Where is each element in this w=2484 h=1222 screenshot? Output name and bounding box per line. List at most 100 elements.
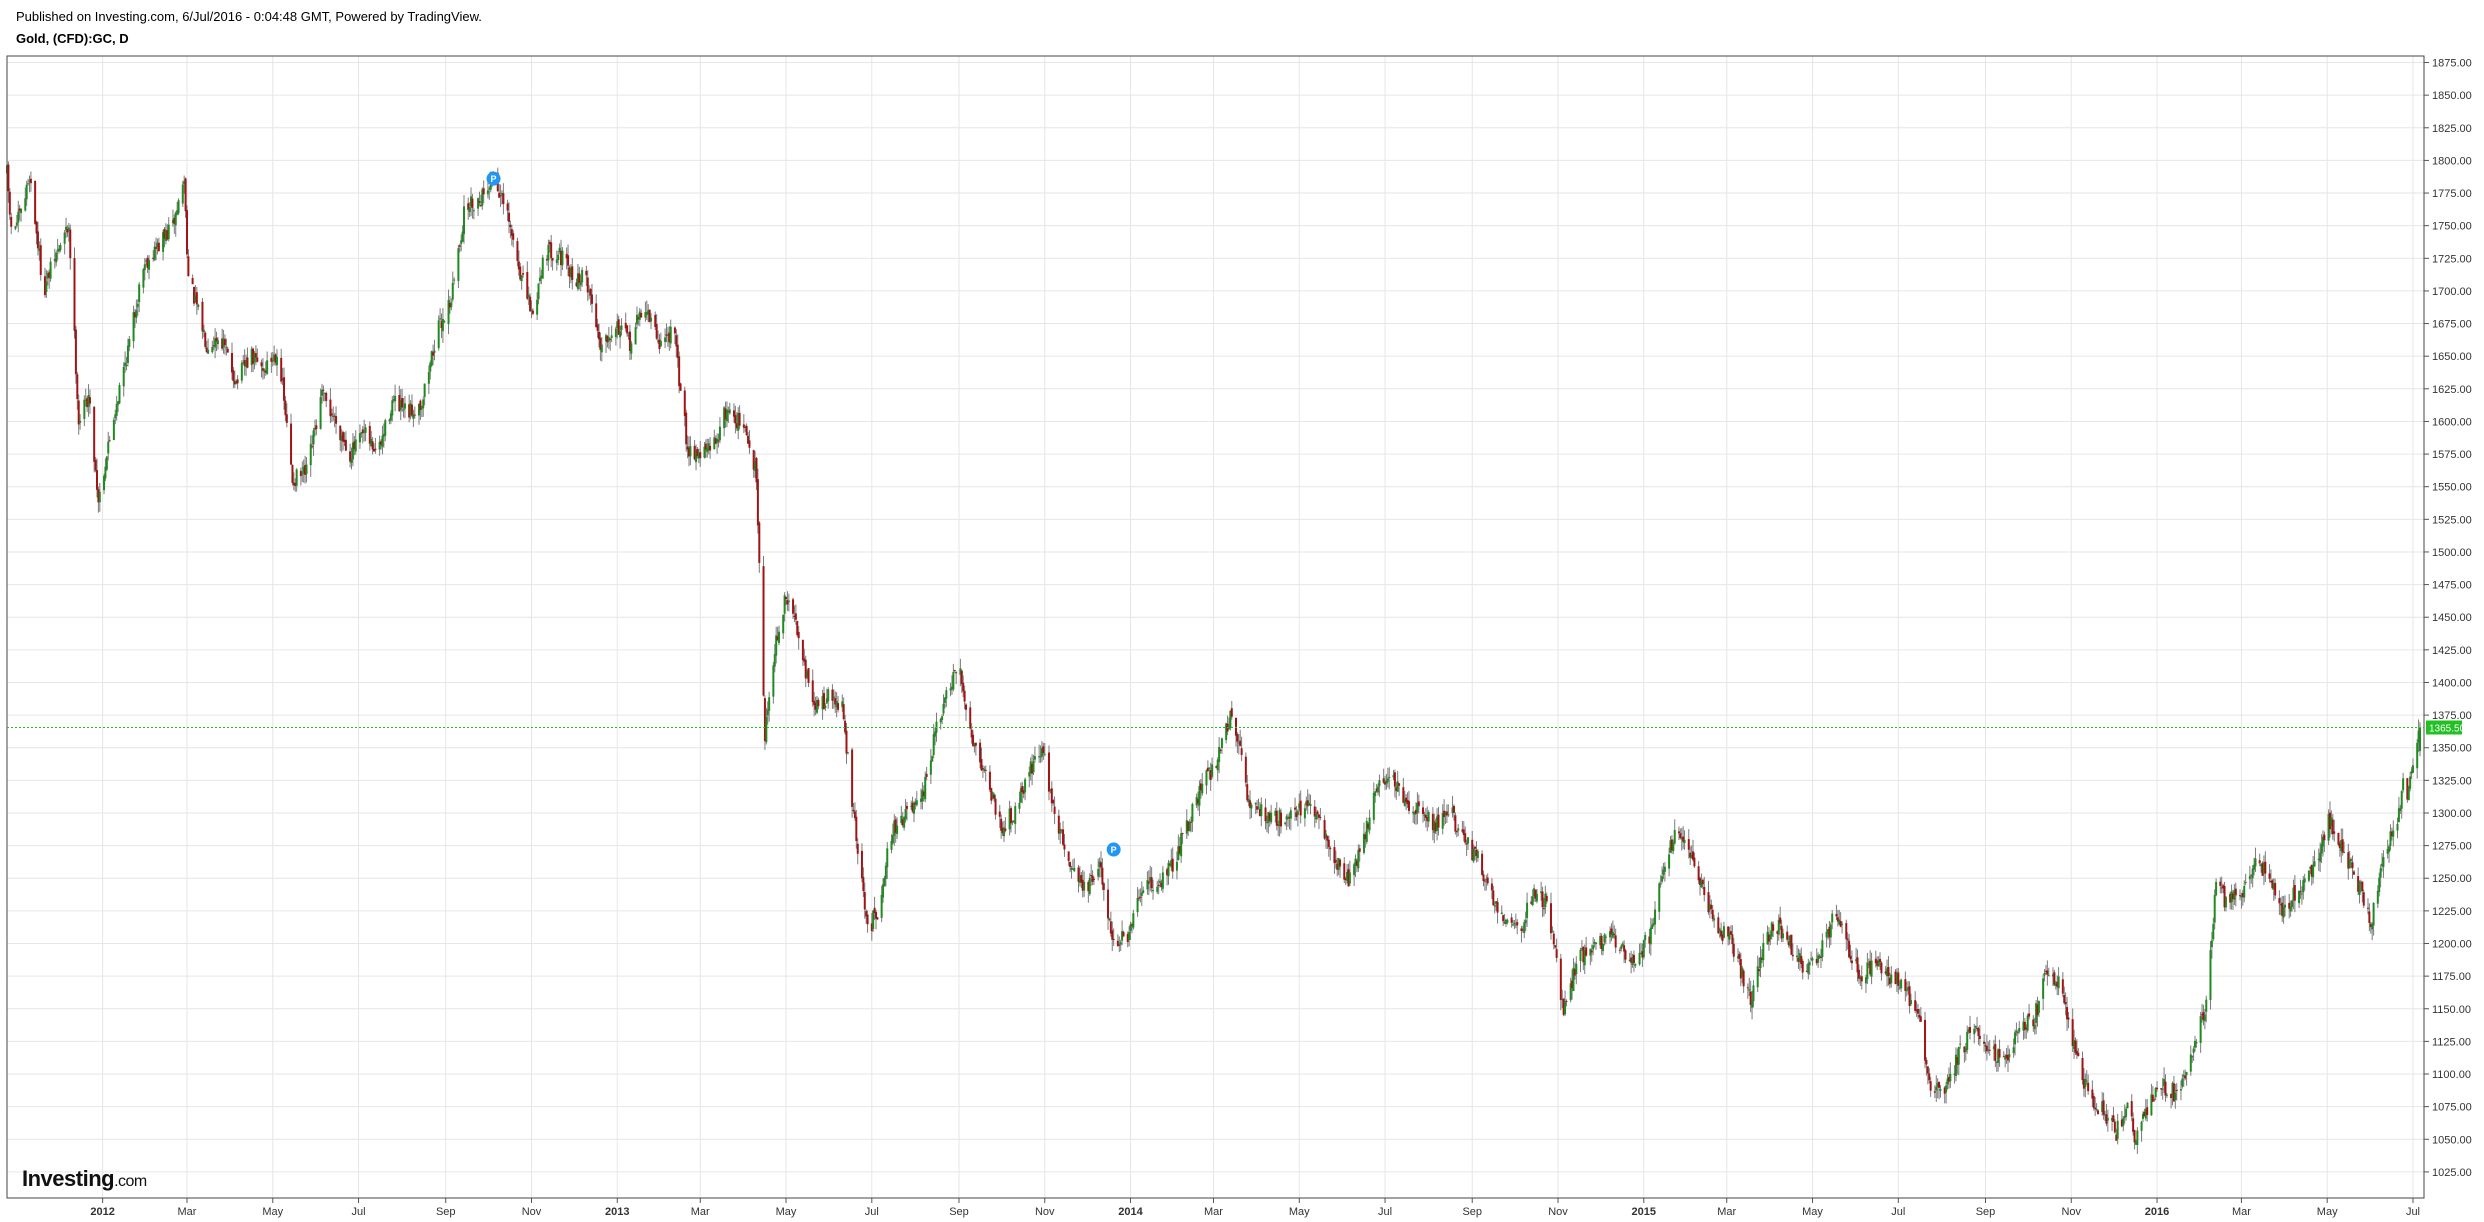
- candle-body-up: [2411, 765, 2414, 773]
- candle-body-up: [301, 472, 304, 475]
- candle-body-up: [174, 212, 177, 226]
- candle-body-up: [1385, 780, 1388, 784]
- candle-body-up: [1651, 924, 1654, 930]
- candle-body-down: [419, 400, 422, 411]
- candle-body-up: [28, 180, 31, 182]
- candle-body-up: [2417, 730, 2420, 743]
- candle-body-down: [752, 450, 755, 470]
- candle-body-up: [569, 267, 572, 278]
- candle-body-up: [1412, 811, 1415, 814]
- candle-body-down: [974, 742, 977, 746]
- candle-body-up: [391, 400, 394, 416]
- candle-body-up: [1254, 803, 1257, 805]
- candle-body-down: [69, 229, 72, 259]
- candle-body-up: [422, 399, 425, 409]
- candle-body-down: [1624, 950, 1627, 960]
- candle-body-up: [450, 302, 453, 307]
- candle-body-up: [1939, 1089, 1942, 1091]
- candle-body-up: [1059, 829, 1062, 834]
- candle-body-down: [1697, 866, 1700, 881]
- candle-body-down: [280, 357, 283, 382]
- candle-body-up: [381, 435, 384, 447]
- candle-body-down: [797, 631, 800, 639]
- candle-body-down: [2274, 882, 2277, 896]
- candle-body-up: [904, 809, 907, 820]
- candle-body-down: [960, 670, 963, 685]
- candle-body-up: [453, 279, 456, 281]
- candle-body-up: [197, 304, 200, 308]
- candle-body-down: [1107, 889, 1110, 919]
- candle-body-down: [1530, 901, 1533, 904]
- candle-body-down: [1496, 901, 1499, 913]
- candle-body-down: [831, 689, 834, 701]
- candle-body-up: [920, 798, 923, 802]
- candle-body-down: [1130, 924, 1133, 926]
- candle-body-up: [949, 688, 952, 691]
- candle-body-up: [1859, 976, 1862, 980]
- candle-body-up: [1014, 806, 1017, 825]
- candle-body-up: [1756, 966, 1759, 988]
- candle-body-down: [1417, 801, 1420, 807]
- candle-body-down: [1897, 972, 1900, 986]
- candle-body-down: [822, 693, 825, 709]
- candle-body-down: [1160, 882, 1163, 887]
- candle-body-down: [1092, 878, 1095, 880]
- candle-body-down: [2250, 874, 2253, 876]
- candle-body-down: [1721, 934, 1724, 941]
- candle-body-down: [342, 432, 345, 442]
- y-tick-label: 1650.00: [2432, 351, 2472, 363]
- candle-body-up: [83, 399, 86, 419]
- candle-body-up: [1945, 1085, 1948, 1093]
- x-tick-label: Jul: [1891, 1206, 1905, 1218]
- candle-body-up: [340, 435, 343, 441]
- y-axis: 1025.00 1050.00 1075.00 1100.00 1125.00 1150.…: [2424, 58, 2472, 1179]
- candle-body-up: [716, 438, 719, 443]
- candle-body-up: [689, 446, 692, 457]
- candle-body-up: [1594, 942, 1597, 945]
- candle-body-down: [972, 734, 975, 747]
- candle-body-up: [1416, 803, 1419, 813]
- candle-body-down: [215, 337, 218, 342]
- candle-body-down: [339, 425, 342, 441]
- candle-body-down: [1100, 862, 1103, 868]
- candle-body-down: [2056, 981, 2059, 987]
- candle-body-down: [2261, 863, 2264, 876]
- candle-body-up: [520, 275, 523, 282]
- candle-body-down: [1091, 875, 1094, 882]
- candle-body-up: [295, 469, 298, 486]
- candle-body-up: [1008, 808, 1011, 830]
- candle-body-down: [2094, 1107, 2097, 1110]
- candle-body-down: [758, 522, 761, 563]
- candle-body-up: [2191, 1055, 2194, 1058]
- candle-body-up: [65, 226, 68, 231]
- candle-body-down: [785, 596, 788, 600]
- candle-body-down: [2175, 1089, 2178, 1092]
- candle-body-down: [1929, 1081, 1932, 1091]
- marker-label: P: [491, 174, 497, 184]
- candle-body-down: [1454, 815, 1457, 832]
- candle-body-up: [207, 349, 210, 354]
- candle-body-down: [1358, 848, 1361, 852]
- candle-body-down: [1984, 1045, 1987, 1047]
- candle-body-up: [275, 356, 278, 366]
- candle-body-down: [2278, 898, 2281, 904]
- candle-body-up: [1444, 812, 1447, 816]
- candle-body-down: [1481, 853, 1484, 875]
- candle-body-up: [477, 198, 480, 209]
- candle-body-down: [1101, 867, 1104, 885]
- x-tick-label: Mar: [1204, 1206, 1223, 1218]
- candle-body-down: [1791, 954, 1794, 957]
- y-tick-label: 1275.00: [2432, 841, 2472, 853]
- candle-body-up: [266, 360, 269, 374]
- candle-body-down: [628, 331, 631, 351]
- candle-body-up: [2419, 727, 2421, 751]
- candle-body-down: [1010, 808, 1013, 824]
- candle-body-down: [1166, 869, 1169, 876]
- candle-body-down: [925, 773, 928, 777]
- candle-body-down: [1776, 931, 1779, 934]
- candle-body-up: [1762, 942, 1765, 961]
- candle-body-down: [709, 445, 712, 451]
- candle-body-down: [963, 690, 966, 702]
- candle-body-up: [782, 614, 785, 634]
